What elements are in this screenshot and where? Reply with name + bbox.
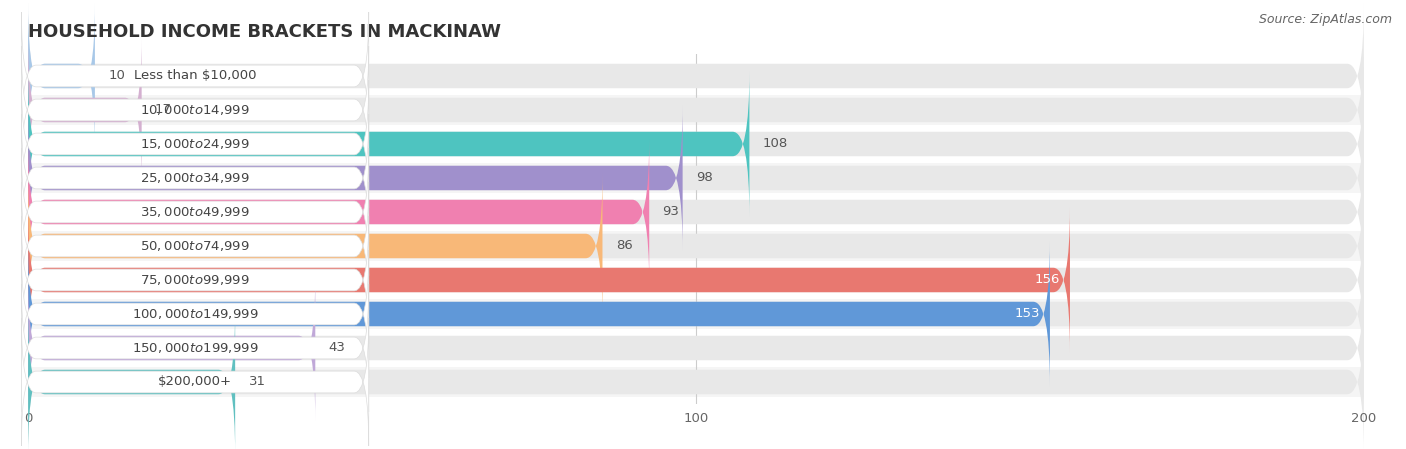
FancyBboxPatch shape: [28, 309, 235, 449]
Bar: [28, 231, 1364, 260]
FancyBboxPatch shape: [21, 284, 368, 412]
Text: $25,000 to $34,999: $25,000 to $34,999: [141, 171, 250, 185]
FancyBboxPatch shape: [28, 71, 749, 217]
Text: $35,000 to $49,999: $35,000 to $49,999: [141, 205, 250, 219]
Text: 10: 10: [108, 70, 125, 83]
Text: 86: 86: [616, 239, 633, 252]
Text: $150,000 to $199,999: $150,000 to $199,999: [132, 341, 259, 355]
Bar: [28, 299, 1364, 329]
Text: 153: 153: [1014, 308, 1040, 321]
Text: 108: 108: [763, 137, 787, 150]
Bar: [28, 265, 1364, 295]
Text: 31: 31: [249, 375, 266, 388]
Text: Less than $10,000: Less than $10,000: [134, 70, 256, 83]
FancyBboxPatch shape: [21, 318, 368, 446]
Text: $15,000 to $24,999: $15,000 to $24,999: [141, 137, 250, 151]
Text: 93: 93: [662, 206, 679, 219]
FancyBboxPatch shape: [28, 173, 603, 319]
FancyBboxPatch shape: [28, 173, 1364, 319]
Text: 17: 17: [155, 103, 172, 116]
FancyBboxPatch shape: [28, 275, 315, 421]
FancyBboxPatch shape: [28, 139, 650, 285]
FancyBboxPatch shape: [28, 3, 96, 149]
FancyBboxPatch shape: [28, 139, 1364, 285]
Text: HOUSEHOLD INCOME BRACKETS IN MACKINAW: HOUSEHOLD INCOME BRACKETS IN MACKINAW: [28, 23, 501, 41]
FancyBboxPatch shape: [28, 105, 683, 251]
Text: $10,000 to $14,999: $10,000 to $14,999: [141, 103, 250, 117]
Bar: [28, 95, 1364, 125]
FancyBboxPatch shape: [28, 207, 1364, 353]
Text: 98: 98: [696, 172, 713, 185]
Text: 43: 43: [329, 342, 346, 355]
Text: $50,000 to $74,999: $50,000 to $74,999: [141, 239, 250, 253]
Bar: [28, 333, 1364, 363]
Bar: [28, 367, 1364, 396]
FancyBboxPatch shape: [28, 207, 1070, 353]
Bar: [28, 163, 1364, 193]
FancyBboxPatch shape: [21, 250, 368, 378]
Text: $100,000 to $149,999: $100,000 to $149,999: [132, 307, 259, 321]
FancyBboxPatch shape: [28, 37, 1364, 183]
FancyBboxPatch shape: [21, 46, 368, 174]
FancyBboxPatch shape: [28, 37, 142, 183]
FancyBboxPatch shape: [21, 182, 368, 310]
FancyBboxPatch shape: [21, 148, 368, 276]
FancyBboxPatch shape: [21, 12, 368, 140]
FancyBboxPatch shape: [28, 3, 1364, 149]
FancyBboxPatch shape: [28, 105, 1364, 251]
Text: 156: 156: [1035, 273, 1060, 286]
FancyBboxPatch shape: [28, 241, 1050, 387]
Text: Source: ZipAtlas.com: Source: ZipAtlas.com: [1258, 13, 1392, 26]
FancyBboxPatch shape: [28, 275, 1364, 421]
Bar: [28, 62, 1364, 91]
Text: $75,000 to $99,999: $75,000 to $99,999: [141, 273, 250, 287]
FancyBboxPatch shape: [28, 309, 1364, 449]
FancyBboxPatch shape: [21, 80, 368, 208]
FancyBboxPatch shape: [21, 114, 368, 242]
Bar: [28, 129, 1364, 158]
Text: $200,000+: $200,000+: [157, 375, 232, 388]
FancyBboxPatch shape: [21, 216, 368, 344]
FancyBboxPatch shape: [28, 241, 1364, 387]
Bar: [28, 198, 1364, 227]
FancyBboxPatch shape: [28, 71, 1364, 217]
